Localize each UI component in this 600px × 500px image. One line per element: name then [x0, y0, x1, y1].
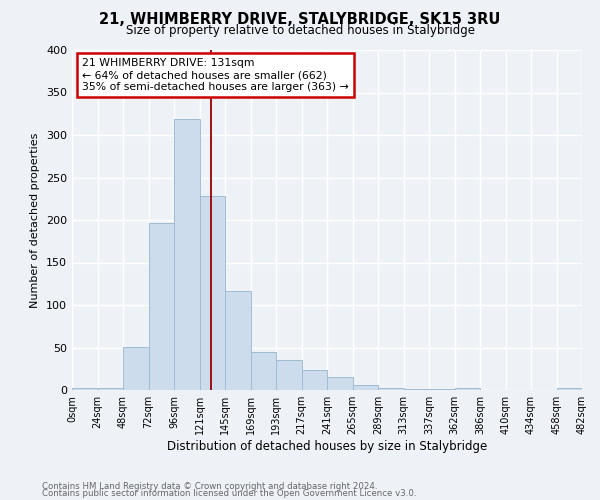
- Text: 21 WHIMBERRY DRIVE: 131sqm
← 64% of detached houses are smaller (662)
35% of sem: 21 WHIMBERRY DRIVE: 131sqm ← 64% of deta…: [82, 58, 349, 92]
- Bar: [404, 389, 429, 390]
- Bar: [276, 360, 302, 390]
- Bar: [378, 388, 404, 390]
- Bar: [327, 378, 353, 390]
- Text: Contains public sector information licensed under the Open Government Licence v3: Contains public sector information licen…: [42, 490, 416, 498]
- Bar: [174, 119, 199, 390]
- Bar: [429, 389, 455, 390]
- Bar: [557, 388, 582, 390]
- Bar: [302, 370, 327, 390]
- Bar: [225, 292, 251, 390]
- Text: 21, WHIMBERRY DRIVE, STALYBRIDGE, SK15 3RU: 21, WHIMBERRY DRIVE, STALYBRIDGE, SK15 3…: [100, 12, 500, 28]
- X-axis label: Distribution of detached houses by size in Stalybridge: Distribution of detached houses by size …: [167, 440, 487, 453]
- Bar: [123, 346, 149, 390]
- Bar: [455, 388, 480, 390]
- Text: Size of property relative to detached houses in Stalybridge: Size of property relative to detached ho…: [125, 24, 475, 37]
- Bar: [97, 388, 123, 390]
- Bar: [199, 196, 225, 390]
- Bar: [72, 388, 97, 390]
- Bar: [149, 224, 174, 390]
- Bar: [353, 385, 378, 390]
- Text: Contains HM Land Registry data © Crown copyright and database right 2024.: Contains HM Land Registry data © Crown c…: [42, 482, 377, 491]
- Y-axis label: Number of detached properties: Number of detached properties: [31, 132, 40, 308]
- Bar: [251, 352, 276, 390]
